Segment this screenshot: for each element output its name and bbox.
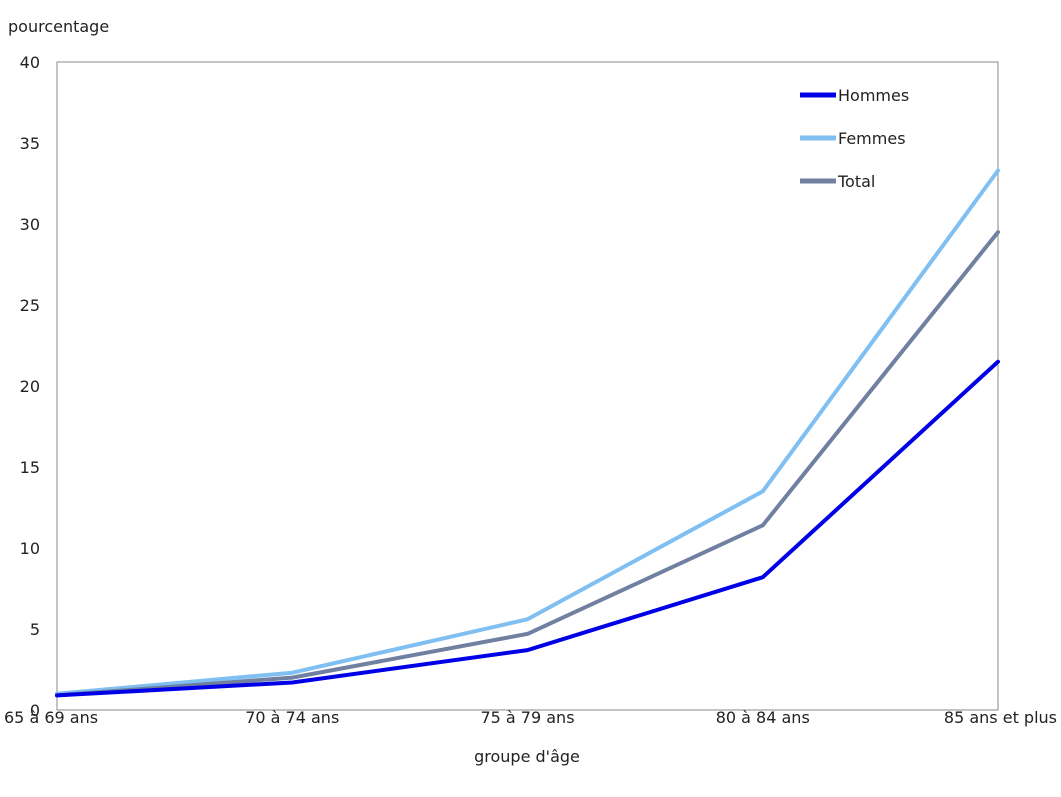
plot-area-frame xyxy=(57,62,998,710)
series-line-femmes xyxy=(57,171,998,694)
x-axis-ticks: 65 à 69 ans 70 à 74 ans 75 à 79 ans 80 à 84… xyxy=(4,708,1057,727)
y-axis-label: pourcentage xyxy=(8,17,109,36)
series-line-hommes xyxy=(57,362,998,696)
legend-label: Total xyxy=(837,172,875,191)
legend-item-femmes: Femmes xyxy=(800,129,906,148)
x-tick-label: 85 ans et plus xyxy=(944,708,1057,727)
legend: Hommes Femmes Total xyxy=(800,86,909,191)
x-tick-label: 75 à 79 ans xyxy=(480,708,574,727)
y-tick-label: 35 xyxy=(20,134,40,153)
y-tick-label: 30 xyxy=(20,215,40,234)
x-tick-label: 80 à 84 ans xyxy=(716,708,810,727)
legend-item-total: Total xyxy=(800,172,875,191)
y-tick-label: 5 xyxy=(30,620,40,639)
y-tick-label: 15 xyxy=(20,458,40,477)
legend-label: Hommes xyxy=(838,86,909,105)
legend-label: Femmes xyxy=(838,129,906,148)
y-tick-label: 20 xyxy=(20,377,40,396)
series-line-total xyxy=(57,232,998,695)
x-tick-label: 65 à 69 ans xyxy=(4,708,98,727)
legend-item-hommes: Hommes xyxy=(800,86,909,105)
x-axis-label: groupe d'âge xyxy=(474,747,580,766)
y-tick-label: 10 xyxy=(20,539,40,558)
x-tick-label: 70 à 74 ans xyxy=(245,708,339,727)
y-tick-label: 40 xyxy=(20,53,40,72)
series-lines xyxy=(57,171,998,696)
y-tick-label: 25 xyxy=(20,296,40,315)
